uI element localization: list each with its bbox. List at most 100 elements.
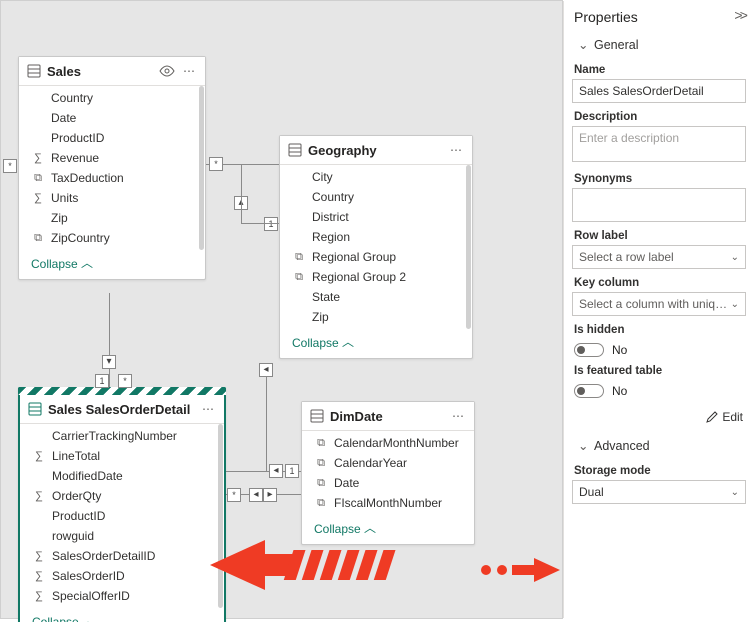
model-canvas[interactable]: Sales ⋯ Country Date ProductID ∑Revenue … [0,0,563,619]
table-header[interactable]: Geography ⋯ [280,136,472,165]
field-item[interactable]: ∑SpecialOfferID [20,586,224,606]
filter-direction-icon: ▸ [263,488,277,502]
field-item[interactable]: ⧉CalendarYear [302,453,474,473]
cardinality-one-icon: 1 [264,217,278,231]
table-icon [288,143,302,157]
more-icon[interactable]: ⋯ [448,142,464,158]
filter-direction-icon: ◂ [249,488,263,502]
collapse-link[interactable]: Collapse ︿ [20,608,224,622]
table-sales[interactable]: Sales ⋯ Country Date ProductID ∑Revenue … [18,56,206,280]
field-item[interactable]: ⧉CalendarMonthNumber [302,433,474,453]
field-item[interactable]: ProductID [19,128,205,148]
more-icon[interactable]: ⋯ [450,408,466,424]
pencil-icon [706,411,718,423]
field-item[interactable]: City [280,167,472,187]
field-item[interactable]: ⧉ZipCountry [19,228,205,248]
edit-link[interactable]: Edit [564,398,753,430]
field-item[interactable]: ∑Revenue [19,148,205,168]
field-item[interactable]: ⧉FIscalMonthNumber [302,493,474,513]
calc-column-icon: ⧉ [314,477,328,490]
field-item[interactable]: ProductID [20,506,224,526]
field-item[interactable]: ∑OrderQty [20,486,224,506]
field-item[interactable]: ⧉Regional Group 2 [280,267,472,287]
field-item[interactable]: ⧉TaxDeduction [19,168,205,188]
field-item[interactable]: Country [280,187,472,207]
table-title: Sales [47,64,153,79]
section-advanced[interactable]: ⌄ Advanced [564,430,753,457]
collapse-link[interactable]: Collapse ︿ [302,515,474,544]
scrollbar[interactable] [218,424,223,608]
section-general[interactable]: ⌄ General [564,29,753,56]
collapse-link[interactable]: Collapse ︿ [19,250,205,279]
field-item[interactable]: ModifiedDate [20,466,224,486]
field-item[interactable]: rowguid [20,526,224,546]
field-item[interactable]: District [280,207,472,227]
chevron-down-icon: ⌄ [731,299,739,310]
row-label-select[interactable]: Select a row label ⌄ [572,245,746,269]
storage-mode-select[interactable]: Dual ⌄ [572,480,746,504]
cardinality-one-icon: 1 [95,374,109,388]
chevron-up-icon: ︿ [364,519,376,536]
chevron-up-icon: ︿ [342,333,354,350]
more-icon[interactable]: ⋯ [200,401,216,417]
more-icon[interactable]: ⋯ [181,63,197,79]
field-list: ⧉CalendarMonthNumber ⧉CalendarYear ⧉Date… [302,431,474,515]
table-salesorderdetail[interactable]: Sales SalesOrderDetail ⋯ CarrierTracking… [18,387,226,622]
field-list: City Country District Region ⧉Regional G… [280,165,472,329]
is-featured-value: No [612,384,627,398]
table-dimdate[interactable]: DimDate ⋯ ⧉CalendarMonthNumber ⧉Calendar… [301,401,475,545]
field-item[interactable]: ∑SalesOrderDetailID [20,546,224,566]
collapse-pane-icon[interactable]: >> [734,9,745,25]
field-item[interactable]: ⧉Regional Group [280,247,472,267]
table-header[interactable]: DimDate ⋯ [302,402,474,431]
key-column-select[interactable]: Select a column with unique values ⌄ [572,292,746,316]
field-item[interactable]: CarrierTrackingNumber [20,426,224,446]
description-input[interactable] [572,126,746,162]
is-hidden-value: No [612,343,627,357]
cardinality-many-icon: * [227,488,241,502]
calc-column-icon: ⧉ [31,232,45,245]
relationship-line[interactable] [109,293,110,387]
table-geography[interactable]: Geography ⋯ City Country District Region… [279,135,473,359]
visibility-icon[interactable] [159,63,175,79]
calc-column-icon: ⧉ [292,271,306,284]
scrollbar[interactable] [466,165,471,329]
collapse-link[interactable]: Collapse ︿ [280,329,472,358]
field-item[interactable]: ∑Units [19,188,205,208]
field-item[interactable]: ∑SalesOrderID [20,566,224,586]
calc-column-icon: ⧉ [31,172,45,185]
scrollbar[interactable] [199,86,204,250]
chevron-down-icon: ⌄ [578,37,588,52]
field-item[interactable]: Zip [19,208,205,228]
filter-direction-icon: ◂ [269,464,283,478]
is-featured-toggle[interactable] [574,384,604,398]
table-icon [27,64,41,78]
sigma-icon: ∑ [31,192,45,204]
synonyms-input[interactable] [572,188,746,222]
field-item[interactable]: Zip [280,307,472,327]
relationship-line[interactable] [241,164,242,196]
label-name: Name [564,56,753,79]
table-header[interactable]: Sales SalesOrderDetail ⋯ [20,395,224,424]
relationship-line[interactable] [266,371,267,471]
chevron-down-icon: ⌄ [731,487,739,498]
calc-column-icon: ⧉ [314,437,328,450]
is-hidden-toggle[interactable] [574,343,604,357]
relationship-line[interactable] [241,196,242,224]
label-synonyms: Synonyms [564,165,753,188]
relationship-line[interactable] [241,223,279,224]
field-item[interactable]: ⧉Date [302,473,474,493]
name-input[interactable] [572,79,746,103]
field-list: CarrierTrackingNumber ∑LineTotal Modifie… [20,424,224,608]
table-icon [310,409,324,423]
field-item[interactable]: Country [19,88,205,108]
properties-header: Properties >> [564,5,753,29]
field-list: Country Date ProductID ∑Revenue ⧉TaxDedu… [19,86,205,250]
field-item[interactable]: State [280,287,472,307]
field-item[interactable]: Region [280,227,472,247]
label-is-featured: Is featured table [564,357,753,380]
field-item[interactable]: ∑LineTotal [20,446,224,466]
sigma-icon: ∑ [31,152,45,164]
table-header[interactable]: Sales ⋯ [19,57,205,86]
field-item[interactable]: Date [19,108,205,128]
